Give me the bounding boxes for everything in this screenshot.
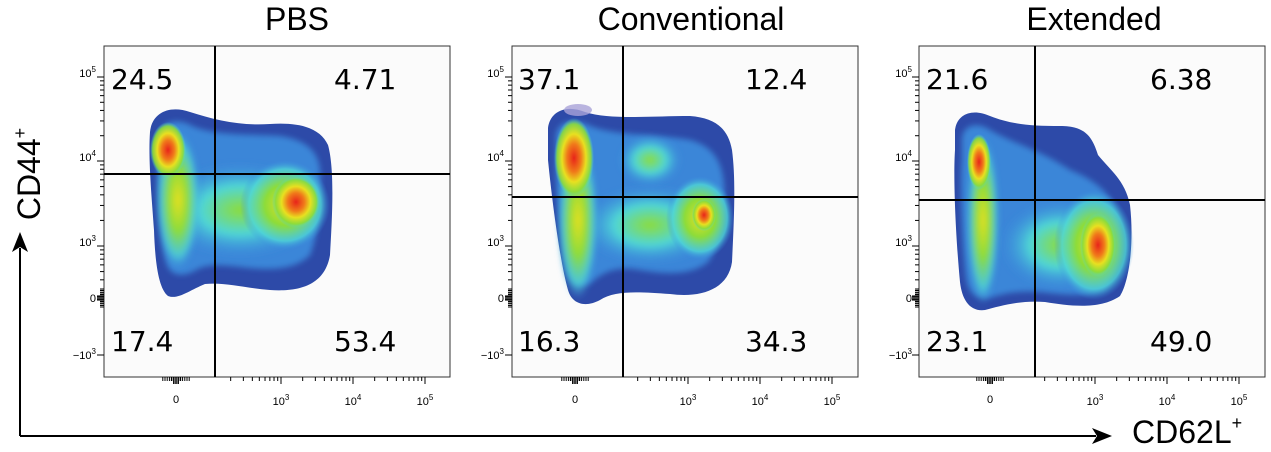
x-tick-label: 0 [572,394,578,406]
y-tick-label: 104 [487,149,504,164]
minor-ticks [97,76,1240,384]
panel-title: Conventional [598,1,785,37]
x-tick-label: 103 [273,393,290,408]
panel-title: Extended [1026,1,1161,37]
y-tick-label: 0 [906,293,912,305]
panel-extended: Extended 21.6 6.38 23.1 49.0 105 104 103… [889,1,1266,408]
quadrant-lower-right: 34.3 [745,325,807,358]
y-tick-label: 104 [79,149,96,164]
x-axis: 0 103 104 105 [572,393,841,408]
quadrant-upper-right: 4.71 [334,63,396,96]
y-tick-label: 104 [895,149,912,164]
density-peak [967,134,991,190]
y-tick-label: 103 [487,234,504,249]
y-tick-label: 0 [498,293,504,305]
quadrant-upper-left: 24.5 [111,63,173,96]
density-peak [150,122,186,178]
x-tick-label: 0 [987,394,993,406]
x-tick-label: 104 [1159,393,1176,408]
quadrant-upper-left: 37.1 [518,63,580,96]
density-layer-edge [564,104,592,116]
y-tick-label: 105 [487,65,504,80]
quadrant-upper-right: 6.38 [1150,63,1212,96]
x-tick-label: 105 [417,393,434,408]
quadrant-upper-left: 21.6 [926,63,988,96]
x-tick-label: 103 [1087,393,1104,408]
x-tick-label: 105 [824,393,841,408]
y-tick-label: −103 [889,347,913,362]
y-tick-label: −103 [481,347,505,362]
density-plot [149,109,333,297]
x-tick-label: 103 [680,393,697,408]
quadrant-lower-left: 23.1 [926,325,988,358]
x-tick-label: 105 [1231,393,1248,408]
density-peak [554,118,594,198]
y-tick-label: 105 [79,65,96,80]
quadrant-upper-right: 12.4 [745,63,807,96]
y-tick-label: 0 [90,293,96,305]
y-tick-label: −103 [73,347,97,362]
density-peak [272,176,320,228]
density-peak [692,199,716,231]
quadrant-lower-right: 53.4 [334,325,396,358]
shared-axes: CD44+ CD62L+ [10,128,1242,450]
quadrant-lower-right: 49.0 [1150,325,1212,358]
quadrant-lower-left: 17.4 [111,325,173,358]
panel-pbs: PBS 24.5 4.71 17.4 53.4 105 104 103 0 −1… [73,1,451,408]
y-axis: 105 104 103 0 −103 [889,65,913,362]
x-axis: 0 103 104 105 [987,393,1248,408]
density-plot [548,104,735,305]
y-axis: 105 104 103 0 −103 [481,65,505,362]
x-tick-label: 104 [752,393,769,408]
y-axis-title: CD44+ [10,128,47,220]
x-axis: 0 103 104 105 [173,393,434,408]
y-tick-label: 103 [79,234,96,249]
x-tick-label: 104 [345,393,362,408]
panel-conventional: Conventional 37.1 12.4 16.3 34.3 105 104… [481,1,859,408]
density-layer-mid [618,134,682,186]
quadrant-lower-left: 16.3 [518,325,580,358]
y-tick-label: 103 [895,234,912,249]
x-axis-arrowhead [1092,428,1112,444]
y-axis: 105 104 103 0 −103 [73,65,97,362]
x-axis-title: CD62L+ [1132,413,1242,450]
x-tick-label: 0 [173,394,179,406]
y-axis-arrowhead [12,232,28,252]
density-peak [1080,213,1116,277]
y-tick-label: 105 [895,65,912,80]
density-plot [954,112,1134,311]
panel-title: PBS [265,1,329,37]
